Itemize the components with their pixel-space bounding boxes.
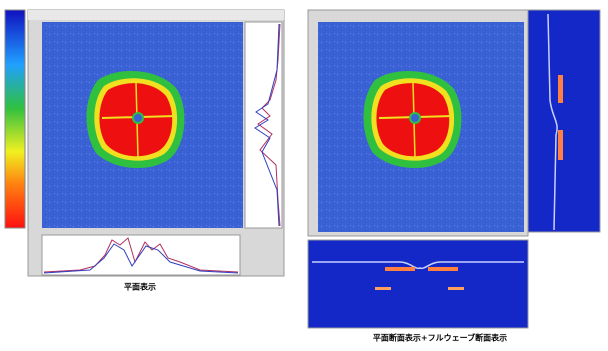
echo — [428, 267, 458, 271]
defect — [363, 71, 461, 168]
bottom-profile — [42, 235, 240, 275]
color-scale — [5, 10, 25, 228]
page: 平面表示 平面断面表示+フルウェーブ断面表示 (() => { const da… — [0, 0, 608, 347]
b-scan-horizontal — [308, 240, 528, 328]
echo — [385, 267, 415, 271]
title-bar — [28, 10, 284, 20]
caption: 平面断面表示+フルウェーブ断面表示 — [373, 333, 507, 343]
b-scan-vertical — [528, 10, 600, 232]
side-profile — [245, 22, 282, 228]
screenshot: 平面表示 平面断面表示+フルウェーブ断面表示 — [0, 0, 608, 347]
echo — [558, 75, 563, 103]
defect — [86, 71, 184, 168]
echo — [448, 287, 464, 290]
echo — [375, 287, 391, 290]
echo — [558, 130, 563, 160]
caption: 平面表示 — [124, 282, 156, 292]
